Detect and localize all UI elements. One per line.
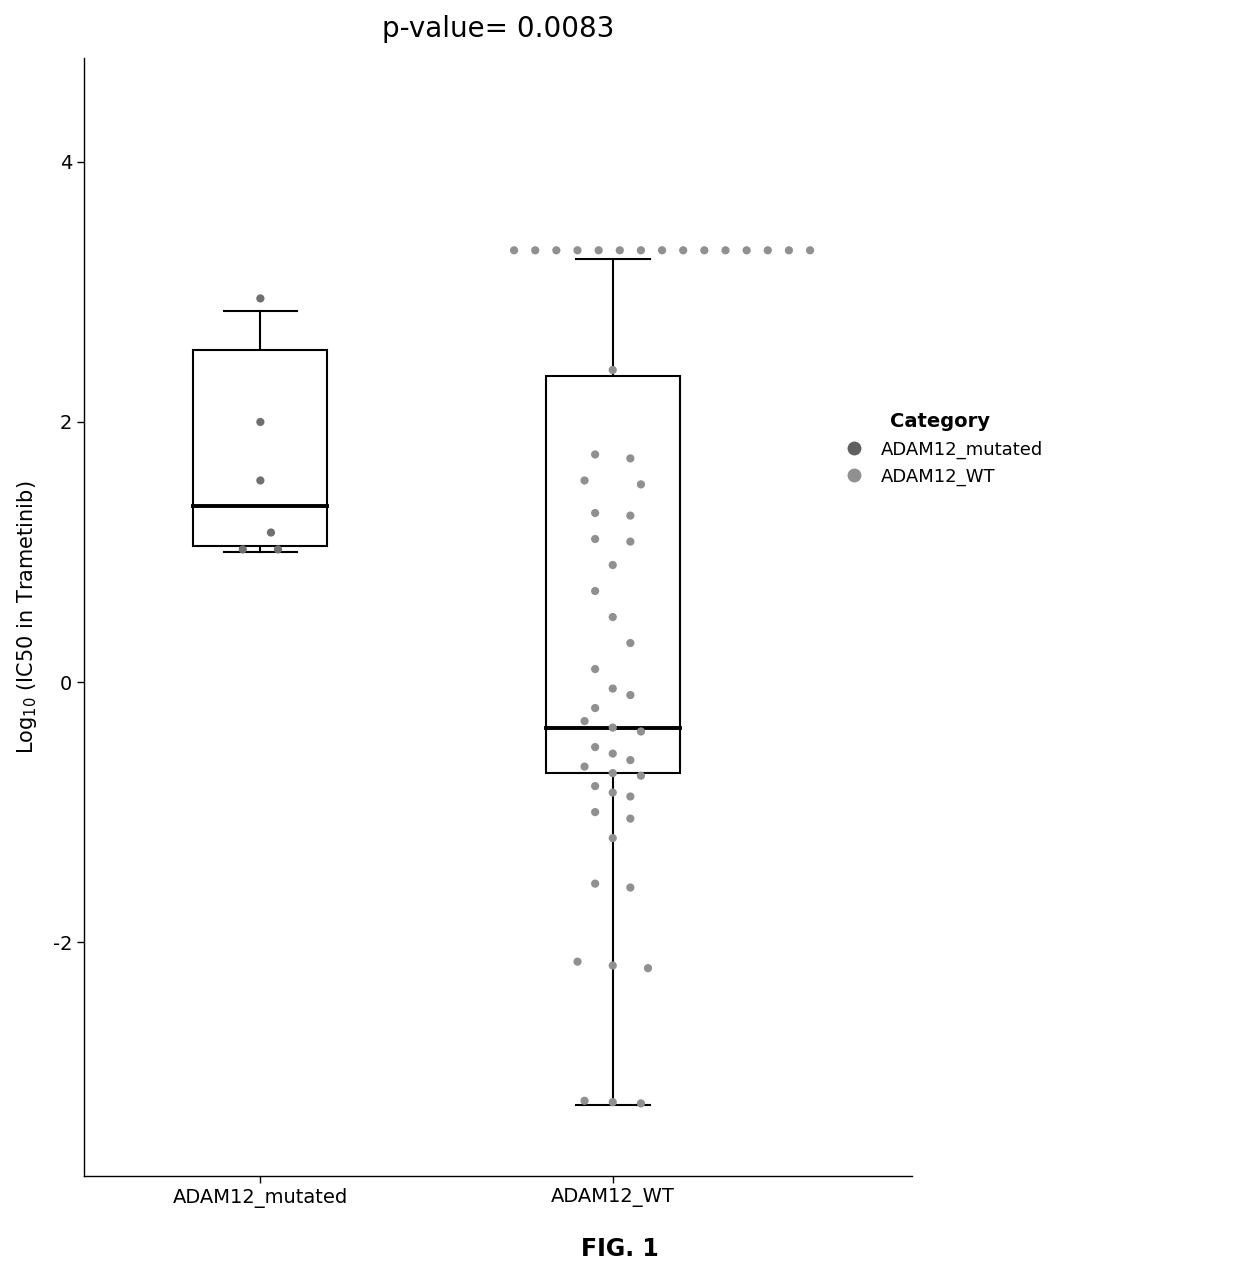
Point [620, 531, 640, 552]
Point [585, 581, 605, 601]
Point [620, 878, 640, 898]
Point [631, 766, 651, 786]
Point [779, 240, 799, 260]
Point [268, 539, 288, 559]
Point [603, 744, 622, 764]
Point [585, 445, 605, 465]
Point [603, 828, 622, 848]
Point [603, 554, 622, 575]
Point [603, 717, 622, 738]
Point [233, 539, 253, 559]
Point [585, 659, 605, 679]
Point [620, 750, 640, 771]
Bar [193, 350, 327, 545]
Point [758, 240, 777, 260]
Title: p-value= 0.0083: p-value= 0.0083 [382, 15, 614, 43]
Point [673, 240, 693, 260]
Point [585, 776, 605, 796]
Point [631, 474, 651, 494]
Bar [546, 376, 680, 773]
Point [610, 240, 630, 260]
Point [620, 506, 640, 526]
Point [574, 757, 594, 777]
Point [574, 470, 594, 490]
Point [585, 801, 605, 822]
Point [526, 240, 546, 260]
Point [603, 1092, 622, 1112]
Point [737, 240, 756, 260]
Point [620, 685, 640, 706]
Point [603, 359, 622, 380]
Point [585, 698, 605, 719]
Point [585, 529, 605, 549]
Point [589, 240, 609, 260]
Point [620, 786, 640, 806]
Point [568, 240, 588, 260]
Y-axis label: Log$_{10}$ (IC50 in Trametinib): Log$_{10}$ (IC50 in Trametinib) [15, 480, 38, 754]
Point [603, 678, 622, 698]
Point [603, 606, 622, 627]
Text: FIG. 1: FIG. 1 [582, 1237, 658, 1261]
Point [568, 952, 588, 972]
Point [585, 503, 605, 524]
Point [505, 240, 525, 260]
Point [603, 956, 622, 976]
Point [652, 240, 672, 260]
Point [547, 240, 567, 260]
Point [620, 448, 640, 469]
Point [715, 240, 735, 260]
Point [250, 412, 270, 432]
Point [694, 240, 714, 260]
Point [585, 874, 605, 894]
Point [574, 1091, 594, 1111]
Point [639, 958, 658, 978]
Point [800, 240, 820, 260]
Point [250, 288, 270, 308]
Point [262, 522, 281, 543]
Legend: ADAM12_mutated, ADAM12_WT: ADAM12_mutated, ADAM12_WT [827, 404, 1053, 496]
Point [585, 736, 605, 757]
Point [631, 240, 651, 260]
Point [574, 711, 594, 731]
Point [250, 470, 270, 490]
Point [620, 633, 640, 654]
Point [631, 1093, 651, 1113]
Point [603, 763, 622, 784]
Point [631, 721, 651, 741]
Point [603, 782, 622, 803]
Point [620, 809, 640, 829]
